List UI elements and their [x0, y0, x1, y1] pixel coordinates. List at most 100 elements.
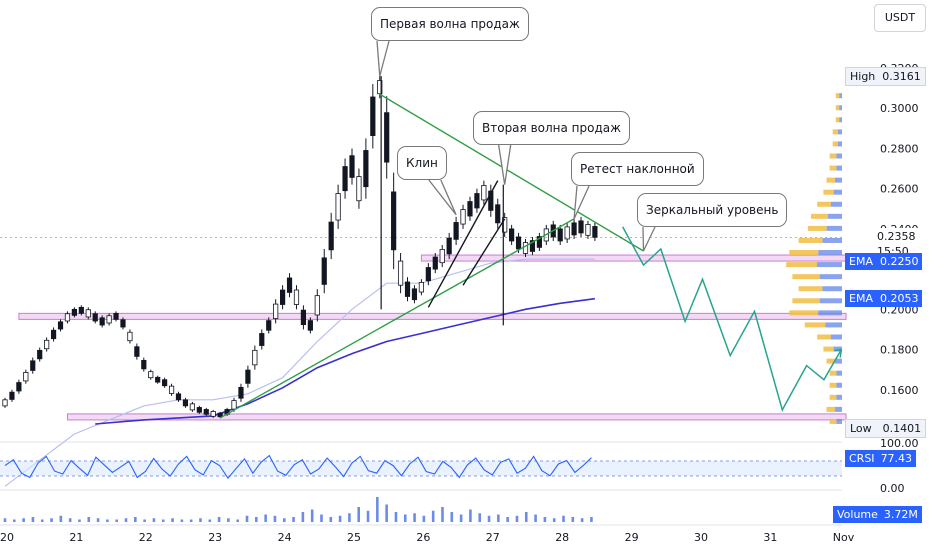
candle-body [44, 339, 50, 350]
volume-bar [171, 518, 174, 522]
volume-bar [13, 519, 16, 522]
volume-bar [534, 514, 537, 522]
candle-body [252, 349, 258, 366]
volume-bar [506, 517, 509, 522]
volume-bar [22, 518, 25, 522]
x-tick-label: 21 [69, 531, 83, 544]
volume-bar [562, 515, 565, 522]
candle-body [9, 391, 15, 400]
x-tick-label: 26 [416, 531, 430, 544]
candle-body [404, 281, 411, 297]
projection-line [622, 226, 842, 412]
projection-path [622, 226, 843, 412]
candle-body [57, 321, 64, 330]
candle-body [564, 226, 570, 240]
volume-profile-bar-down [835, 406, 842, 412]
volume-label: Volume 3.72M [833, 506, 922, 523]
volume-bar [515, 515, 519, 522]
volume-profile-bar-up [826, 406, 836, 412]
volume-bar [134, 517, 137, 522]
crsi-line [4, 454, 592, 480]
candle-body [175, 393, 182, 401]
volume-profile-bar-down [830, 334, 842, 340]
candle-body [64, 313, 71, 322]
candle-body [148, 371, 154, 379]
candle-body [286, 277, 293, 293]
y-tick-label: 0.1600 [880, 384, 919, 397]
volume-bar [161, 519, 165, 522]
support-zone [66, 413, 847, 421]
candle-body [120, 319, 126, 328]
volume-bar [199, 518, 202, 522]
volume-bar [571, 517, 575, 522]
volume-profile-bar-down [826, 225, 842, 231]
callout-wedge: Клин [397, 146, 447, 180]
trendline [219, 218, 575, 419]
zones [18, 254, 847, 421]
candle-body [488, 190, 494, 211]
candle-body [515, 236, 522, 250]
volume-profile-bar-up [826, 358, 836, 364]
volume-bar [320, 514, 323, 522]
volume-bar [292, 517, 295, 522]
volume-bar [217, 517, 221, 522]
volume-bar [422, 515, 426, 522]
y-tick-label: 0.2600 [880, 183, 919, 196]
candle-body [23, 372, 29, 382]
x-tick-label: 23 [208, 531, 222, 544]
volume-profile-bar-down [836, 394, 842, 400]
currency-button[interactable]: USDT [874, 4, 926, 32]
volume-profile-bar-down [828, 213, 842, 219]
candle-body [50, 329, 57, 340]
volume-bar [478, 513, 482, 522]
candle-body [314, 295, 320, 316]
candle-body [384, 112, 390, 163]
volume-bar [459, 514, 463, 522]
volume-bar [152, 518, 156, 522]
support-zone [420, 254, 847, 262]
volume-bar [403, 514, 407, 522]
volume-bar [338, 515, 342, 522]
callout-first-wave: Первая волна продаж [371, 7, 529, 41]
volume-bar [366, 510, 370, 522]
volume-bar [78, 519, 81, 522]
high-label-text: 0.3161 [882, 69, 921, 83]
candle-body [2, 399, 8, 407]
candle-body [418, 281, 425, 293]
candle-body [509, 228, 515, 242]
volume-bar [450, 512, 454, 522]
candle-body [266, 320, 272, 331]
volume-bar [31, 517, 35, 522]
candle-body [467, 201, 473, 217]
projection-arrowhead [834, 348, 843, 358]
candle-body [293, 289, 300, 305]
support-zone [18, 312, 847, 320]
crsi-label-text: CRSI [849, 452, 875, 465]
volume-bar [413, 513, 416, 522]
volume-bar [106, 519, 109, 522]
callout-pointer [428, 179, 457, 216]
volume-bar [590, 517, 593, 522]
candle-body [37, 349, 43, 360]
ema-fast-line [4, 258, 595, 487]
low-label-text: Low [850, 421, 872, 435]
candle-body [446, 237, 452, 255]
volume-bar [264, 514, 267, 522]
volume-profile-bar-down [836, 153, 842, 159]
volume-profile-bar-up [826, 177, 836, 183]
candle-body [349, 155, 355, 178]
volume-bar [180, 519, 184, 522]
ema-fast-label-text: EMA [849, 255, 873, 269]
callout-pointer [498, 144, 512, 185]
crsi-label: CRSI 77.43 [845, 450, 917, 467]
candle-body [85, 309, 91, 318]
volume-profile-bar-up [807, 225, 827, 231]
volume-bar [394, 512, 398, 522]
volume-profile-bar-up [823, 346, 834, 352]
volume-profile-bar-down [836, 165, 842, 171]
volume-profile-bar-down [839, 105, 842, 111]
candle-body [127, 331, 133, 342]
candle-body [259, 333, 265, 346]
candle-body [321, 257, 327, 285]
